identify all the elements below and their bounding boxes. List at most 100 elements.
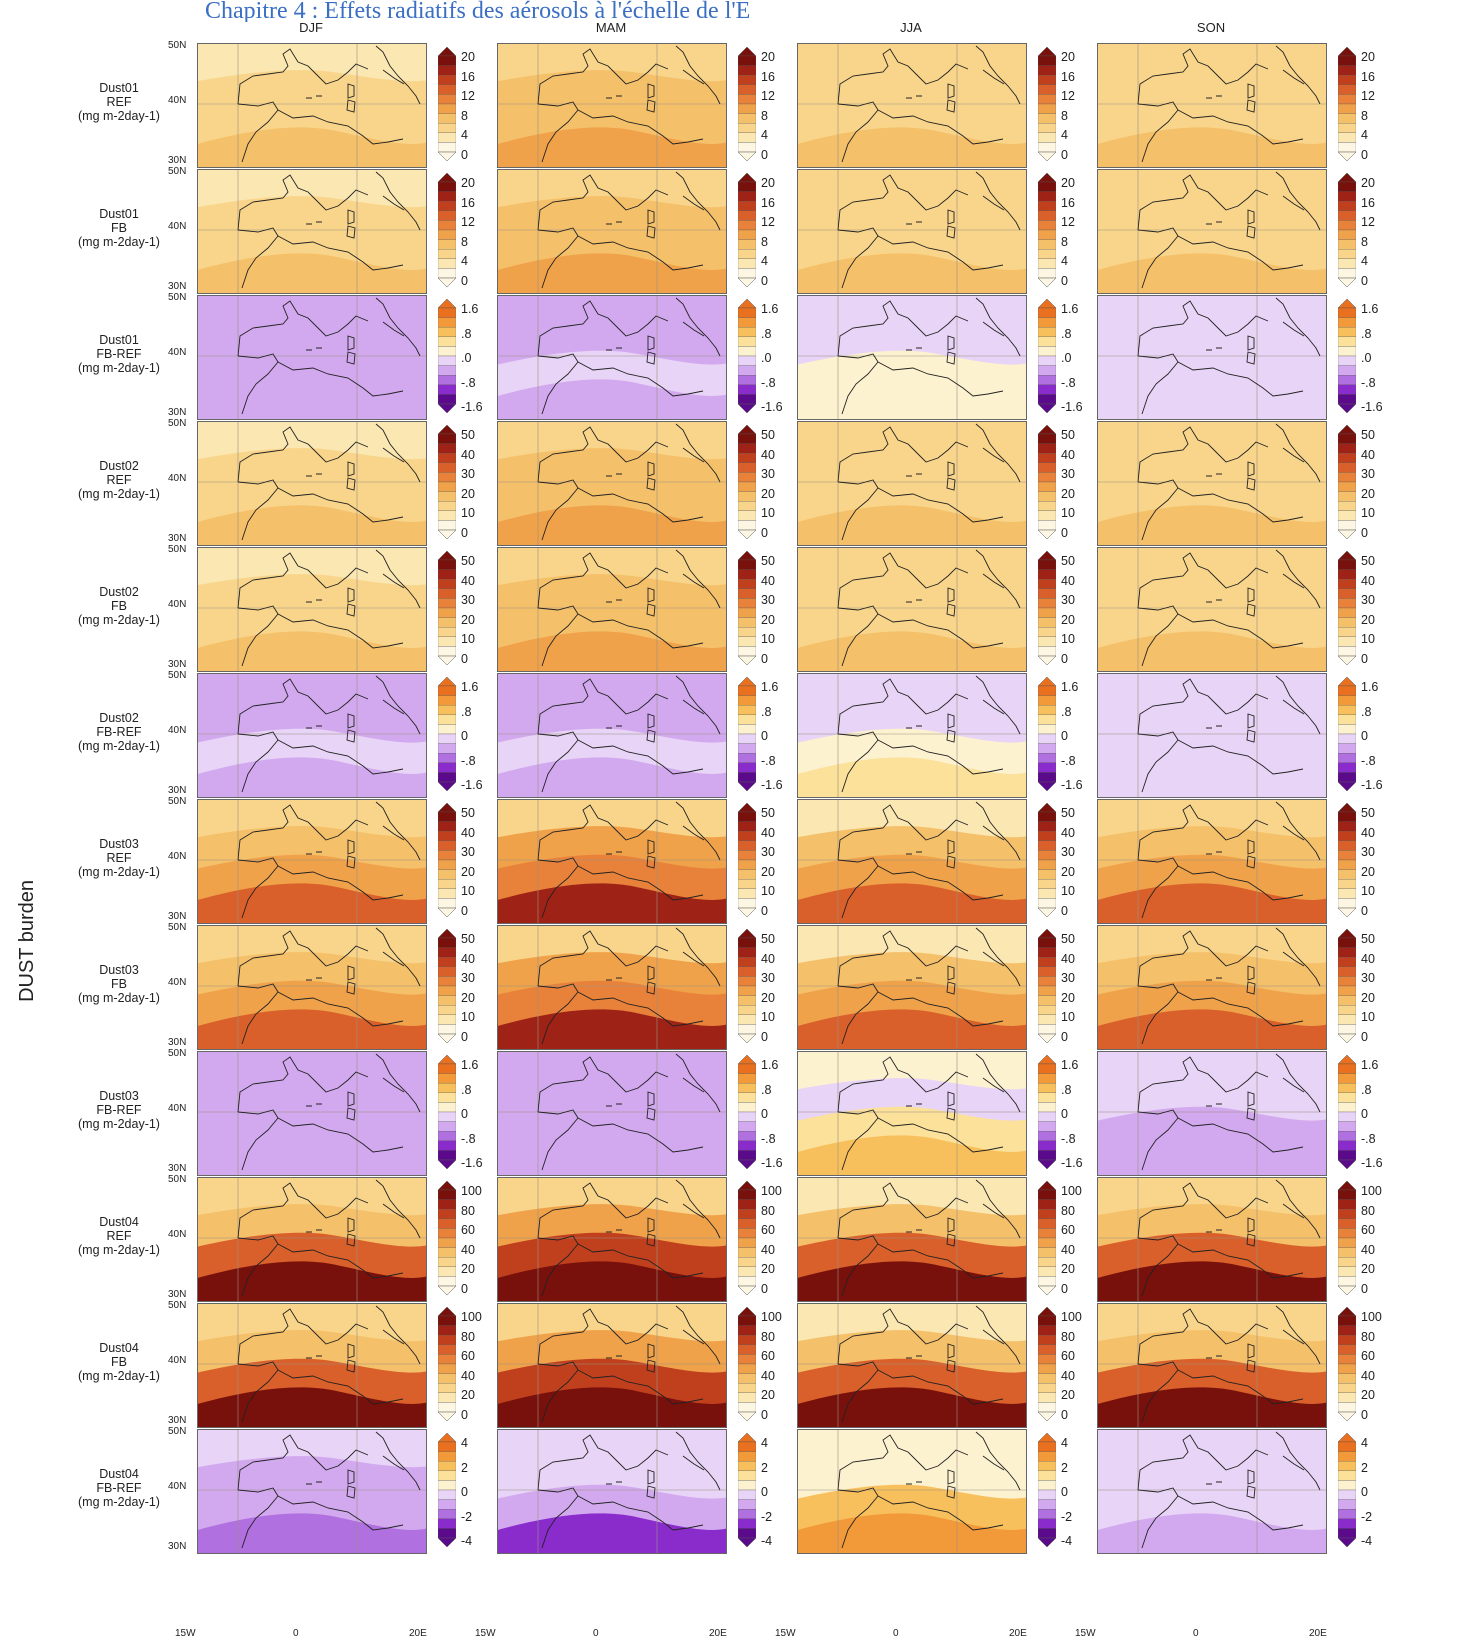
- colorbar-tick-label: -1.6: [1061, 778, 1083, 792]
- colorbar-tick-label: 30: [1361, 845, 1375, 860]
- row-label-exp: REF: [106, 95, 132, 109]
- coastline: [1247, 83, 1255, 99]
- colorbar-tick-label: 0: [1061, 1282, 1068, 1296]
- colorbar-tick-label: -.8: [1061, 375, 1076, 390]
- coastline: [1275, 171, 1321, 231]
- coastline: [382, 951, 405, 967]
- colorbar-tick-label: 0: [1061, 274, 1068, 288]
- colorbar: [1337, 676, 1357, 792]
- colorbar-tick-label: 8: [1361, 234, 1368, 249]
- coastline: [1206, 1229, 1222, 1233]
- colorbar-tick-label: 0: [1361, 729, 1368, 743]
- colorbar-tick-label: 0: [461, 1107, 468, 1121]
- colorbar-tick-label: 16: [1361, 195, 1375, 210]
- colorbar-tick-label: 8: [461, 234, 468, 249]
- colorbar-tick-label: 20: [1061, 1262, 1075, 1277]
- coastline: [1247, 965, 1255, 981]
- coastline: [1137, 678, 1269, 735]
- coastline: [837, 1308, 969, 1365]
- map-panel-dust02-fb-djf: [197, 547, 427, 672]
- colorbar-tick-label: 0: [461, 148, 468, 162]
- map-panel-dust04-fb-mam: [497, 1303, 727, 1428]
- page-header-fragment: Chapitre 4 : Effets radiatifs des aéroso…: [205, 0, 751, 22]
- colorbar-tick-label: 60: [1361, 1223, 1375, 1238]
- field-band: [1098, 1513, 1326, 1553]
- coastline: [1282, 1329, 1305, 1345]
- field-band: [198, 253, 426, 293]
- row-label: Dust03 REF (mg m-2day-1): [60, 837, 178, 879]
- map-panel-dust04-ref-mam: [497, 1177, 727, 1302]
- map-panel-dust01-fb-jja: [797, 169, 1027, 294]
- coastline: [537, 300, 669, 357]
- coastline: [946, 1233, 956, 1247]
- coastline: [577, 991, 704, 1027]
- colorbar-tick-label: 40: [761, 573, 775, 588]
- colorbar-tick-label: 30: [1061, 467, 1075, 482]
- coastline: [1282, 1077, 1305, 1093]
- coastline: [346, 477, 356, 491]
- coastline: [646, 477, 656, 491]
- row-label-exp: FB-REF: [96, 347, 142, 361]
- coastline: [647, 461, 655, 477]
- coastline: [1137, 1308, 1269, 1365]
- colorbar-tick-label: 20: [1061, 990, 1075, 1005]
- coastline: [1177, 1243, 1304, 1279]
- coastline: [577, 613, 704, 649]
- map-panel-dust04-fb-jja: [797, 1303, 1027, 1428]
- colorbar-tick-label: 40: [461, 825, 475, 840]
- colorbar-tick-label: 8: [761, 234, 768, 249]
- coastline: [306, 725, 322, 729]
- colorbar: [1337, 46, 1357, 162]
- coastline: [606, 95, 622, 99]
- coastline: [646, 99, 656, 113]
- colorbar-tick-label: 0: [761, 148, 768, 162]
- coastline: [1177, 1369, 1304, 1405]
- coastline: [946, 981, 956, 995]
- row-label: Dust04 FB-REF (mg m-2day-1): [60, 1467, 178, 1509]
- coastline: [646, 729, 656, 743]
- coastline: [382, 1077, 405, 1093]
- colorbar-tick-label: .8: [461, 704, 472, 719]
- coastline: [237, 300, 369, 357]
- coastline: [837, 300, 969, 357]
- coastline: [906, 1103, 922, 1107]
- row-label-unit: (mg m-2day-1): [78, 109, 160, 123]
- colorbar-tick-label: 10: [461, 632, 475, 647]
- coastline: [1246, 477, 1256, 491]
- season-header-son: SON: [1196, 20, 1226, 35]
- longitude-label: 20E: [709, 1628, 727, 1639]
- colorbar: [437, 298, 457, 414]
- longitude-label: 15W: [475, 1628, 496, 1639]
- coastline: [906, 725, 922, 729]
- colorbar-tick-label: 20: [1361, 486, 1375, 501]
- map-panel-dust01-fb-ref-son: [1097, 295, 1327, 420]
- coastline: [1246, 981, 1256, 995]
- coastline: [646, 1107, 656, 1121]
- colorbar-tick-label: 20: [461, 1262, 475, 1277]
- colorbar-tick-label: 0: [1061, 904, 1068, 918]
- season-header-mam: MAM: [595, 20, 627, 35]
- longitude-label: 0: [893, 1628, 899, 1639]
- colorbar-tick-label: 0: [1061, 526, 1068, 540]
- colorbar-tick-label: 50: [461, 554, 475, 568]
- coastline: [1282, 1455, 1305, 1471]
- colorbar: [437, 1306, 457, 1422]
- field-band: [498, 1513, 726, 1553]
- colorbar-tick-label: 0: [761, 526, 768, 540]
- colorbar: [737, 1306, 757, 1422]
- colorbar-tick-label: 40: [461, 447, 475, 462]
- map-panel-dust03-fb-ref-mam: [497, 1051, 727, 1176]
- coastline: [346, 351, 356, 365]
- coastline: [1275, 1053, 1321, 1113]
- coastline: [946, 225, 956, 239]
- colorbar-tick-label: 100: [1061, 1184, 1082, 1198]
- colorbar-tick-label: 16: [761, 195, 775, 210]
- colorbar-tick-label: 0: [761, 729, 768, 743]
- coastline: [982, 1455, 1005, 1471]
- map-panel-dust03-fb-son: [1097, 925, 1327, 1050]
- field-band: [1098, 253, 1326, 293]
- colorbar-tick-label: -1.6: [461, 400, 483, 414]
- field-band: [798, 757, 1026, 797]
- colorbar-tick-label: 40: [1361, 447, 1375, 462]
- map-panel-dust04-ref-jja: [797, 1177, 1027, 1302]
